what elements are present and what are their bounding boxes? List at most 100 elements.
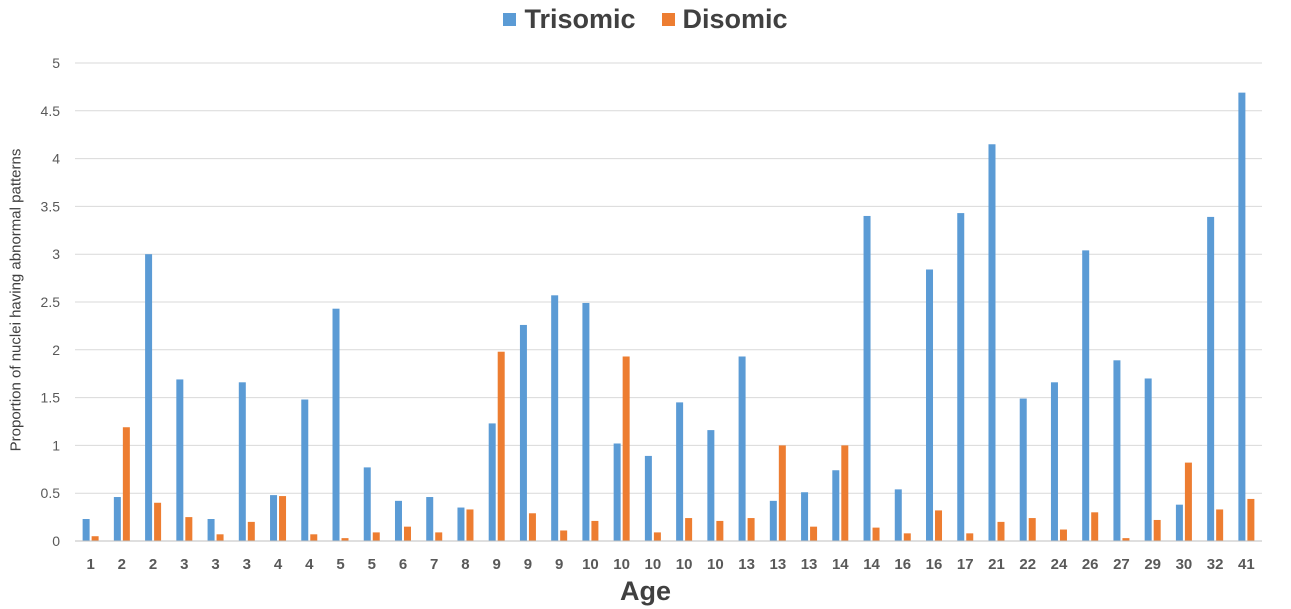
y-tick-label: 5	[52, 55, 60, 71]
x-tick-label: 13	[801, 556, 818, 573]
bar-disomic	[903, 533, 911, 541]
bar-trisomic	[332, 308, 340, 541]
x-axis-ticks: 1 2 2 3 3 3 4 4 5 5 6 7 8 9 9 9 10 10 10 10 10 13 13 13 14 14 16 16…	[86, 556, 1254, 573]
bar-trisomic	[644, 455, 652, 541]
bar-disomic	[372, 532, 380, 541]
x-tick-label: 10	[645, 556, 662, 573]
legend-label-trisomic: Trisomic	[524, 4, 636, 34]
x-tick-label: 4	[274, 556, 283, 573]
x-tick-label: 10	[613, 556, 630, 573]
bar-disomic	[1153, 519, 1161, 541]
y-axis-ticks: 0 0.5 1 1.5 2 2.5 3 3.5 4 4.5 5	[41, 55, 61, 549]
x-tick-label: 27	[1113, 556, 1130, 573]
bar-trisomic	[551, 295, 559, 541]
x-tick-label: 21	[988, 556, 1005, 573]
bar-disomic	[279, 496, 287, 541]
bar-trisomic	[363, 467, 371, 541]
x-tick-label: 7	[430, 556, 438, 573]
bar-disomic	[966, 533, 974, 541]
bar-disomic	[1059, 529, 1067, 541]
x-tick-label: 16	[894, 556, 911, 573]
x-tick-label: 9	[524, 556, 532, 573]
bar-trisomic	[176, 379, 184, 541]
x-tick-label: 9	[493, 556, 501, 573]
bar-trisomic	[1238, 92, 1246, 542]
bar-trisomic	[582, 302, 590, 541]
bar-trisomic	[832, 470, 840, 541]
bar-disomic	[591, 520, 599, 541]
bar-disomic	[528, 513, 536, 541]
y-tick-label: 3.5	[41, 198, 61, 214]
x-tick-label: 16	[926, 556, 943, 573]
y-tick-label: 4.5	[41, 103, 61, 119]
bar-trisomic	[863, 215, 871, 541]
x-tick-label: 29	[1144, 556, 1161, 573]
x-tick-label: 24	[1051, 556, 1068, 573]
bar-trisomic	[82, 519, 90, 541]
y-tick-label: 2.5	[41, 294, 61, 310]
y-tick-label: 2	[52, 342, 60, 358]
y-tick-label: 1.5	[41, 390, 61, 406]
bar-trisomic	[894, 489, 902, 541]
x-tick-label: 10	[707, 556, 724, 573]
bar-disomic	[1247, 498, 1255, 541]
bar-disomic	[435, 532, 443, 541]
y-tick-label: 0.5	[41, 485, 61, 501]
bar-trisomic	[1144, 378, 1152, 541]
bar-disomic	[1028, 518, 1036, 541]
bar-disomic	[1184, 462, 1192, 541]
x-tick-label: 26	[1082, 556, 1099, 573]
bars	[82, 92, 1255, 542]
bar-disomic	[247, 521, 255, 541]
bar-disomic	[997, 521, 1005, 541]
x-axis-label: Age	[619, 576, 671, 606]
bar-disomic	[122, 427, 130, 541]
bar-trisomic	[926, 269, 934, 541]
bar-disomic	[185, 517, 193, 541]
bar-disomic	[497, 351, 505, 541]
bar-disomic	[216, 534, 224, 541]
bar-trisomic	[613, 443, 621, 541]
bar-trisomic	[145, 254, 153, 541]
bar-trisomic	[270, 495, 278, 541]
x-tick-label: 1	[86, 556, 94, 573]
bar-disomic	[622, 356, 630, 541]
x-tick-label: 2	[118, 556, 126, 573]
bar-trisomic	[957, 213, 965, 542]
bar-trisomic	[707, 430, 715, 541]
y-axis-label: Proportion of nuclei having abnormal pat…	[7, 148, 25, 452]
x-tick-label: 3	[180, 556, 188, 573]
bar-disomic	[935, 510, 943, 541]
x-tick-label: 6	[399, 556, 407, 573]
x-tick-label: 4	[305, 556, 314, 573]
x-tick-label: 5	[336, 556, 344, 573]
bar-trisomic	[988, 144, 996, 541]
x-tick-label: 9	[555, 556, 563, 573]
x-tick-label: 8	[461, 556, 469, 573]
bar-disomic	[747, 518, 755, 541]
bar-disomic	[403, 526, 411, 541]
legend-item-disomic: Disomic	[661, 4, 788, 35]
bar-disomic	[841, 445, 849, 541]
bar-disomic	[685, 518, 693, 541]
x-tick-label: 10	[676, 556, 693, 573]
bar-disomic	[154, 502, 162, 541]
x-tick-label: 32	[1207, 556, 1224, 573]
bar-trisomic	[676, 402, 684, 541]
bar-disomic	[778, 445, 786, 541]
y-tick-label: 3	[52, 246, 60, 262]
bar-trisomic	[519, 324, 527, 541]
bar-trisomic	[457, 507, 465, 541]
bar-disomic	[1091, 512, 1099, 541]
bar-trisomic	[769, 500, 777, 541]
bar-disomic	[466, 509, 474, 541]
bar-disomic	[91, 536, 99, 541]
y-tick-label: 1	[52, 437, 60, 453]
legend-swatch-trisomic	[503, 13, 517, 26]
x-tick-label: 30	[1176, 556, 1193, 573]
y-tick-label: 4	[52, 151, 60, 167]
bar-trisomic	[1175, 504, 1183, 541]
bar-disomic	[1122, 538, 1130, 541]
y-tick-label: 0	[52, 533, 60, 549]
x-tick-label: 5	[368, 556, 376, 573]
